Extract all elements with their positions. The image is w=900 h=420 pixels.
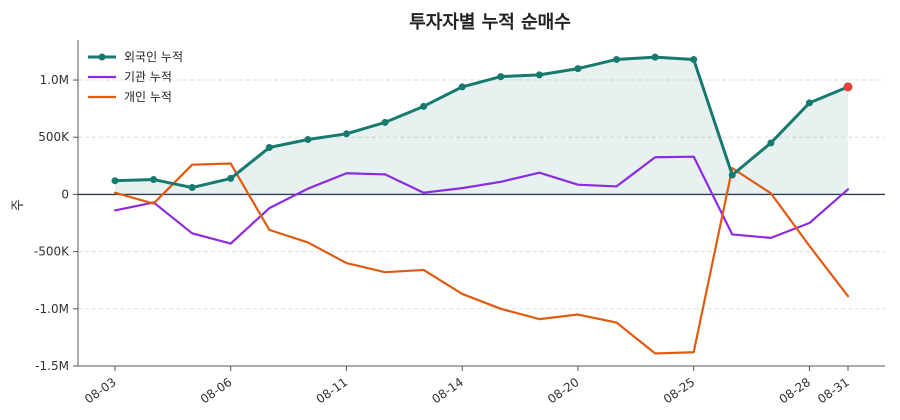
- foreign-data-point: [728, 171, 736, 179]
- foreign-series-line: [113, 55, 850, 190]
- foreign-data-point: [150, 176, 158, 184]
- foreign-data-point: [613, 55, 621, 63]
- legend-label-individual: 개인 누적: [124, 90, 172, 104]
- foreign-data-point: [420, 102, 428, 110]
- series-lines: [111, 53, 853, 355]
- y-tick-label: -500K: [34, 245, 70, 259]
- foreign-data-point: [651, 53, 659, 61]
- area-fill: [115, 57, 848, 195]
- x-tick-label: 08-03: [82, 375, 119, 406]
- foreign-data-point: [767, 139, 775, 147]
- y-tick-label: -1.0M: [35, 302, 69, 316]
- foreign-data-point: [690, 55, 698, 63]
- legend-label-foreign: 외국인 누적: [124, 50, 183, 64]
- foreign-data-point: [458, 83, 466, 91]
- x-tick-label: 08-06: [198, 375, 235, 406]
- foreign-data-point: [381, 118, 389, 126]
- y-tick-label: 500K: [38, 130, 70, 144]
- foreign-data-point: [535, 71, 543, 79]
- chart-title: 투자자별 누적 순매수: [409, 12, 571, 33]
- foreign-data-point: [227, 174, 235, 182]
- y-tick-label: 1.0M: [40, 73, 69, 87]
- foreign-area-fill: [115, 57, 848, 195]
- institution-series-line: [113, 155, 850, 245]
- axes: -1.5M -1.0M -500K 0 500K 1.0M 08-03 08-06 08-11 0…: [34, 40, 885, 406]
- foreign-data-point: [304, 136, 312, 144]
- x-tick-label: 08-28: [777, 375, 814, 406]
- foreign-data-point: [574, 65, 582, 73]
- foreign-data-point: [111, 177, 119, 185]
- legend-marker-foreign: [98, 53, 106, 61]
- foreign-data-point: [342, 130, 350, 138]
- y-axis-label: 주: [11, 199, 26, 211]
- x-tick-label: 08-25: [661, 375, 698, 406]
- legend-label-institution: 기관 누적: [124, 70, 172, 84]
- x-tick-label: 08-20: [545, 375, 582, 406]
- foreign-last-point: [843, 82, 853, 92]
- x-tick-label: 08-14: [429, 375, 466, 406]
- x-tick-label: 08-31: [815, 375, 852, 406]
- foreign-data-point: [188, 184, 196, 192]
- y-tick-label: 0: [61, 187, 69, 201]
- foreign-data-point: [265, 144, 273, 152]
- y-tick-label: -1.5M: [35, 359, 69, 373]
- foreign-data-point: [497, 73, 505, 81]
- foreign-data-point: [805, 99, 813, 107]
- x-tick-label: 08-11: [314, 375, 351, 406]
